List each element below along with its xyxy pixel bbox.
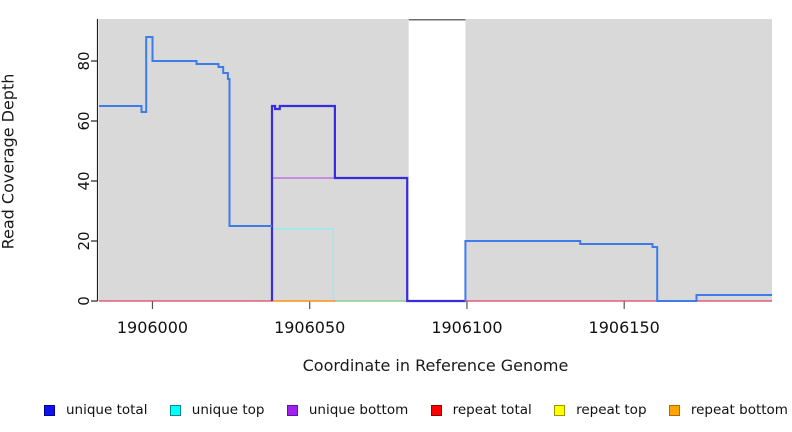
- x-tick-label: 1906100: [431, 318, 502, 337]
- legend-label: unique bottom: [308, 402, 409, 418]
- x-tick-label: 1906150: [589, 318, 660, 337]
- series-unique-total: [270, 104, 466, 303]
- uncovered-gap-region: [408, 19, 466, 301]
- legend: unique total unique top unique bottom repea…: [44, 398, 788, 422]
- legend-label: unique total: [66, 402, 148, 418]
- legend-swatch-icon: [286, 404, 298, 416]
- y-tick-label: 40: [75, 171, 93, 190]
- y-tick-label: 60: [75, 111, 93, 130]
- legend-swatch-icon: [169, 404, 181, 416]
- y-tick-label: 80: [75, 51, 93, 70]
- legend-item-unique-bottom: unique bottom: [286, 402, 409, 418]
- covered-region-right: [465, 19, 772, 301]
- x-tick-label: 1906000: [117, 318, 188, 337]
- legend-label: unique top: [191, 402, 265, 418]
- legend-swatch-icon: [430, 404, 442, 416]
- legend-item-repeat-total: repeat total: [430, 402, 532, 418]
- covered-region-left: [99, 19, 409, 301]
- legend-swatch-icon: [668, 404, 680, 416]
- x-axis-title: Coordinate in Reference Genome: [302, 356, 569, 375]
- legend-swatch-icon: [554, 404, 566, 416]
- series-coverage-right: [464, 240, 772, 302]
- legend-label: repeat bottom: [690, 402, 788, 418]
- y-tick-label: 20: [75, 231, 93, 250]
- series-coverage-left: [99, 36, 272, 227]
- legend-label: repeat top: [576, 402, 647, 418]
- x-tick-label: 1906050: [274, 318, 345, 337]
- legend-item-unique-total: unique total: [44, 402, 147, 418]
- legend-swatch-icon: [44, 404, 55, 416]
- y-axis-title: Read Coverage Depth: [0, 73, 18, 250]
- legend-item-unique-top: unique top: [169, 402, 265, 418]
- y-tick-label: 0: [75, 296, 93, 306]
- legend-item-repeat-top: repeat top: [554, 402, 647, 418]
- legend-item-repeat-bottom: repeat bottom: [668, 402, 788, 418]
- legend-label: repeat total: [452, 402, 532, 418]
